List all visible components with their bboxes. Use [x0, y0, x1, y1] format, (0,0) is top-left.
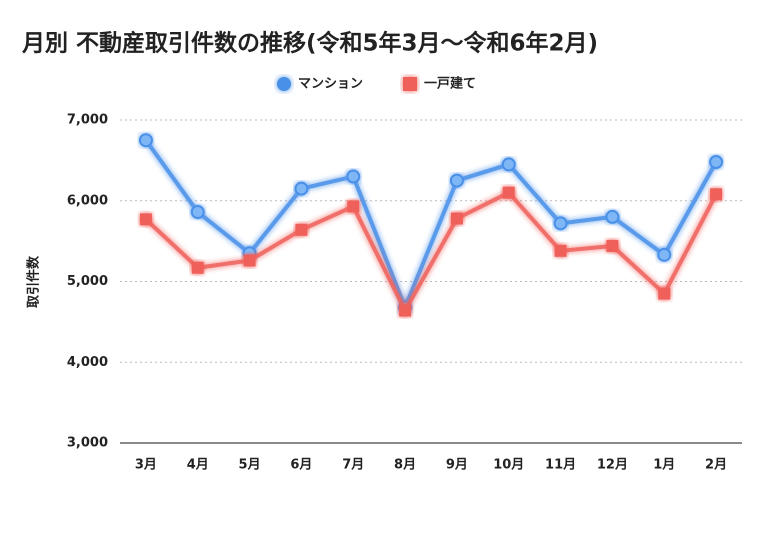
data-point	[346, 169, 361, 184]
x-tick-label: 9月	[446, 458, 468, 473]
data-point	[295, 223, 308, 236]
x-tick-label: 8月	[394, 458, 416, 473]
data-point	[658, 287, 671, 300]
data-point	[554, 244, 567, 257]
x-tick-label: 4月	[187, 458, 209, 473]
data-point	[294, 181, 309, 196]
data-point	[347, 200, 360, 213]
data-point	[450, 212, 463, 225]
x-tick-label: 11月	[545, 458, 576, 473]
data-point	[449, 173, 464, 188]
data-point	[502, 186, 515, 199]
legend-marker	[277, 77, 291, 91]
data-point	[501, 157, 516, 172]
y-tick-label: 5,000	[67, 274, 108, 289]
x-tick-label: 7月	[342, 458, 364, 473]
data-point	[553, 216, 568, 231]
data-point	[605, 209, 620, 224]
data-point	[138, 133, 153, 148]
data-point	[709, 154, 724, 169]
data-point	[399, 304, 412, 317]
legend-marker	[403, 77, 417, 91]
y-axis-label: 取引件数	[26, 255, 42, 308]
x-tick-label: 3月	[135, 458, 157, 473]
data-point	[139, 213, 152, 226]
legend-label: 一戸建て	[424, 76, 476, 92]
y-tick-label: 6,000	[67, 193, 108, 208]
series-line	[144, 139, 718, 310]
y-tick-label: 4,000	[67, 355, 108, 370]
series-line	[144, 190, 718, 313]
data-point	[191, 261, 204, 274]
x-tick-label: 6月	[290, 458, 312, 473]
x-tick-label: 2月	[705, 458, 727, 473]
x-tick-label: 5月	[239, 458, 261, 473]
data-point	[243, 254, 256, 267]
x-tick-label: 10月	[493, 458, 524, 473]
data-point	[710, 188, 723, 201]
data-point	[606, 239, 619, 252]
legend-label: マンション	[298, 77, 363, 92]
chart-title: 月別 不動産取引件数の推移(令和5年3月〜令和6年2月)	[21, 30, 598, 57]
data-point	[190, 205, 205, 220]
data-point	[657, 247, 672, 262]
y-tick-label: 7,000	[67, 113, 108, 128]
x-tick-label: 1月	[653, 458, 675, 473]
y-tick-label: 3,000	[67, 436, 108, 451]
x-tick-label: 12月	[597, 458, 628, 473]
